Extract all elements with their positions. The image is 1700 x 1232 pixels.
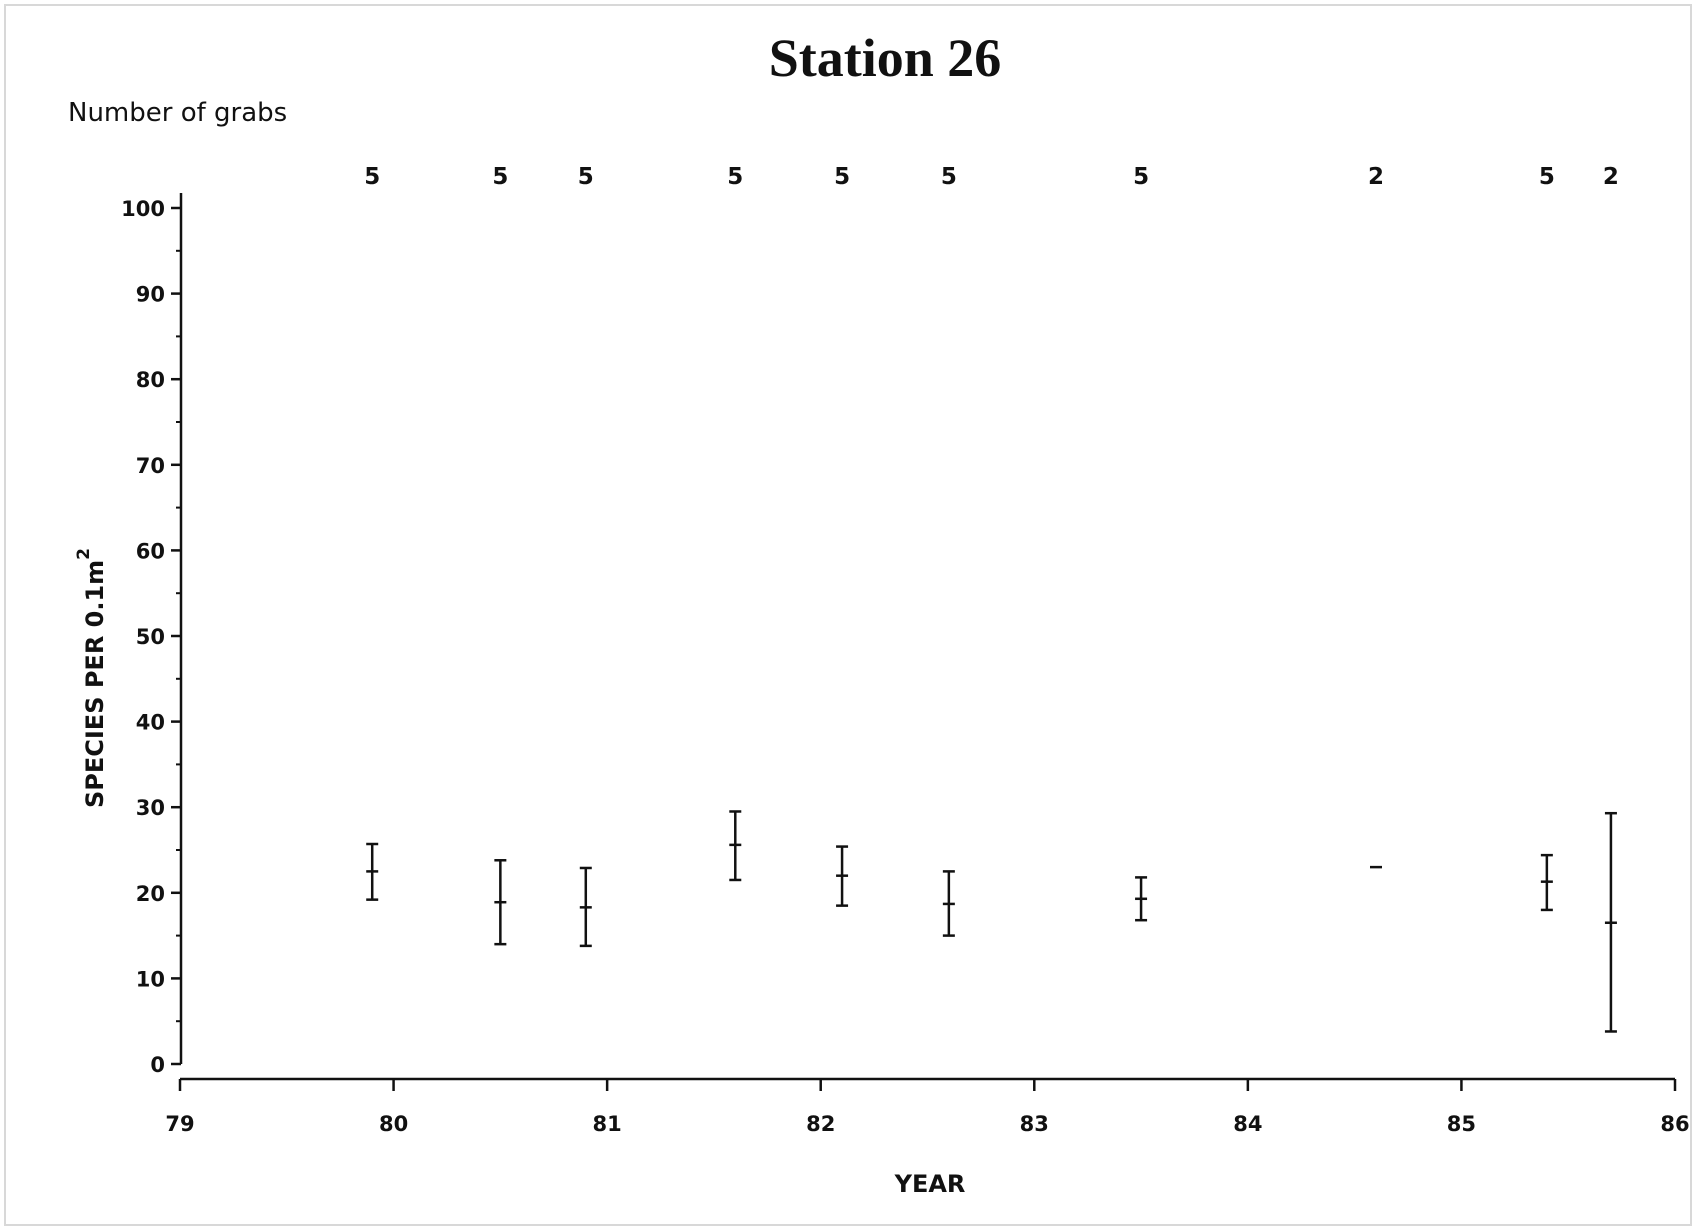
x-tick-label: 86 — [1660, 1112, 1689, 1136]
grab-count-label: 2 — [1368, 164, 1384, 190]
y-tick-label: 20 — [136, 882, 165, 906]
error-bar — [579, 866, 592, 948]
x-tick-label: 80 — [379, 1112, 408, 1136]
error-bar — [366, 842, 379, 901]
x-tick-label: 82 — [806, 1112, 835, 1136]
grab-count-label: 5 — [727, 164, 743, 190]
error-bar — [836, 845, 849, 907]
error-bar — [1135, 876, 1148, 922]
x-tick-label: 79 — [165, 1112, 194, 1136]
y-tick-label: 10 — [136, 967, 165, 991]
y-tick-label: 100 — [121, 197, 165, 221]
y-tick-label: 80 — [136, 368, 165, 392]
x-tick-label: 84 — [1233, 1112, 1262, 1136]
grab-count-label: 5 — [834, 164, 850, 190]
y-tick-label: 40 — [136, 711, 165, 735]
error-bar — [729, 810, 742, 882]
chart-title: Station 26 — [769, 28, 1002, 88]
grab-count-label: 5 — [492, 164, 508, 190]
y-tick-label: 50 — [136, 625, 165, 649]
y-axis-title-superscript: 2 — [74, 548, 94, 560]
grab-count-label: 2 — [1603, 164, 1619, 190]
y-tick-label: 90 — [136, 283, 165, 307]
y-tick-label: 60 — [136, 539, 165, 563]
error-bar — [494, 859, 507, 946]
x-axis-title: YEAR — [894, 1170, 966, 1198]
chart-frame — [4, 4, 1692, 1226]
grab-count-labels: 5 5 5 5 5 5 5 2 5 2 — [364, 164, 1619, 190]
error-bar — [1540, 853, 1553, 912]
error-bar — [942, 870, 955, 937]
grab-count-label: 5 — [941, 164, 957, 190]
y-axis-title: SPECIES PER 0.1m2 — [74, 548, 109, 808]
x-axis: 79 80 81 82 83 84 85 86 — [165, 1077, 1690, 1136]
error-bars — [366, 810, 1617, 1033]
y-tick-label: 30 — [136, 796, 165, 820]
y-axis-title-text: SPECIES PER 0.1m — [81, 560, 109, 808]
grab-count-label: 5 — [364, 164, 380, 190]
x-tick-label: 85 — [1447, 1112, 1476, 1136]
x-tick-label: 83 — [1020, 1112, 1049, 1136]
y-tick-label: 70 — [136, 454, 165, 478]
y-tick-label: 0 — [150, 1053, 165, 1077]
grab-count-label: 5 — [1133, 164, 1149, 190]
x-tick-label: 81 — [593, 1112, 622, 1136]
number-of-grabs-label: Number of grabs — [68, 98, 287, 128]
error-bar — [1604, 811, 1617, 1033]
y-axis: 0 10 20 30 40 50 60 70 80 90 100 — [121, 193, 183, 1077]
grab-count-label: 5 — [1539, 164, 1555, 190]
grab-count-label: 5 — [578, 164, 594, 190]
